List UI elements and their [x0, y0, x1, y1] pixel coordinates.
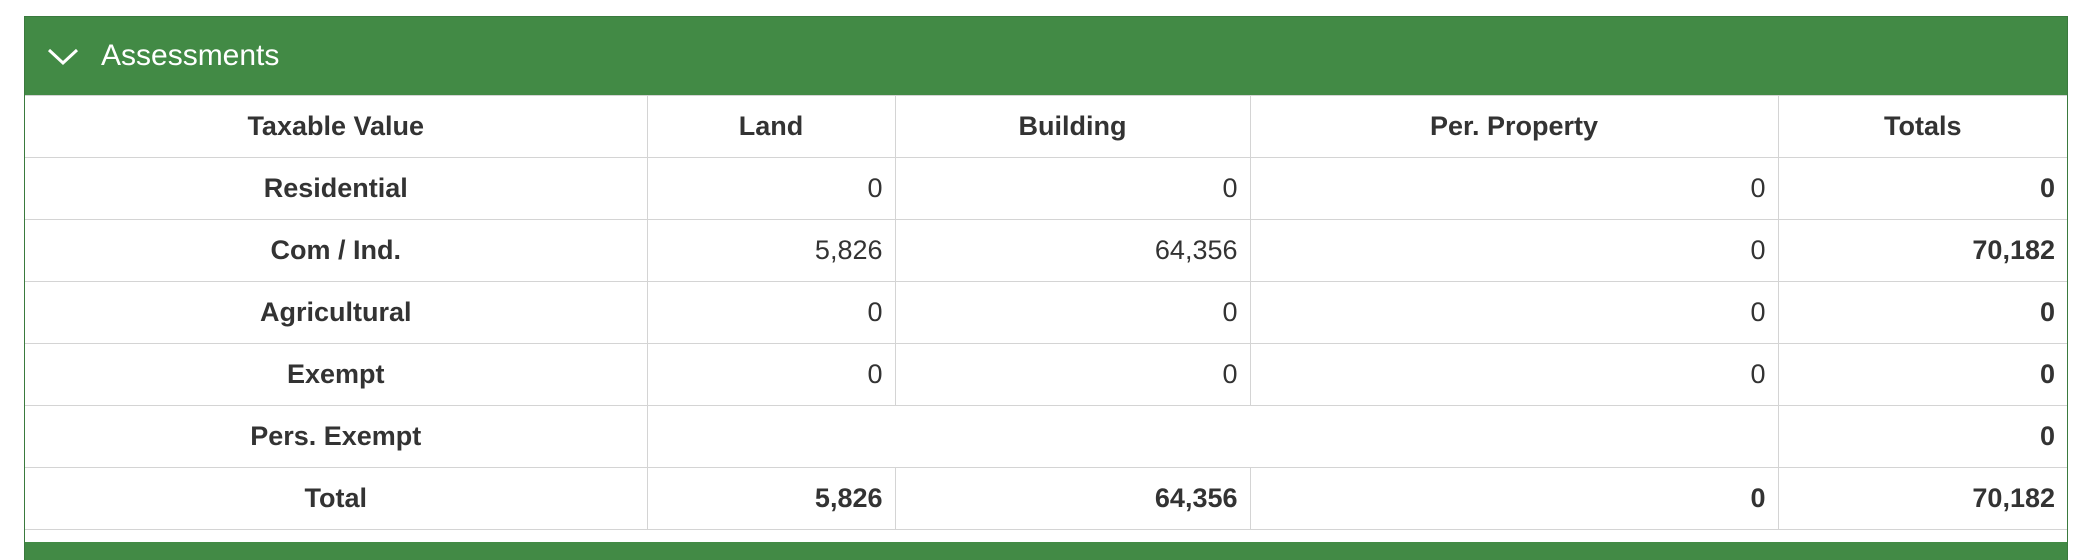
column-header: Totals: [1777, 95, 2067, 158]
cell-value: 0: [646, 157, 896, 220]
column-header: Land: [646, 95, 896, 158]
cell-value: 0: [894, 281, 1251, 344]
cell-value: 5,826: [646, 219, 896, 282]
cell-value: 70,182: [1777, 467, 2067, 530]
cell-value: 64,356: [894, 467, 1251, 530]
assessments-panel: Assessments Taxable Value Land Building Per…: [24, 16, 2068, 560]
row-label: Residential: [25, 157, 648, 220]
cell-value: 0: [1777, 157, 2067, 220]
cell-value: 5,826: [646, 467, 896, 530]
table-row: Com / Ind. 5,826 64,356 0 70,182: [25, 219, 2067, 282]
cell-value: 0: [1249, 467, 1779, 530]
table-row: Residential 0 0 0 0: [25, 157, 2067, 220]
column-header: Taxable Value: [25, 95, 648, 158]
cell-value: 70,182: [1777, 219, 2067, 282]
row-label: Exempt: [25, 343, 648, 406]
row-label: Agricultural: [25, 281, 648, 344]
cell-value: 0: [1777, 405, 2067, 468]
table-row: Agricultural 0 0 0 0: [25, 281, 2067, 344]
cell-value: 0: [894, 343, 1251, 406]
header-row: Taxable Value Land Building Per. Property To…: [25, 95, 2067, 158]
empty-cell: [646, 405, 1779, 468]
cell-value: 0: [1249, 219, 1779, 282]
row-label: Total: [25, 467, 648, 530]
table-row: Pers. Exempt 0: [25, 405, 2067, 468]
cell-value: 64,356: [894, 219, 1251, 282]
cell-value: 0: [1249, 343, 1779, 406]
row-label: Com / Ind.: [25, 219, 648, 282]
table-row: Exempt 0 0 0 0: [25, 343, 2067, 406]
panel-footer-bar: [25, 542, 2067, 560]
table-row: Total 5,826 64,356 0 70,182: [25, 467, 2067, 530]
chevron-icon[interactable]: [45, 44, 81, 68]
cell-value: 0: [1777, 281, 2067, 344]
row-label: Pers. Exempt: [25, 405, 648, 468]
cell-value: 0: [646, 343, 896, 406]
cell-value: 0: [1249, 281, 1779, 344]
cell-value: 0: [646, 281, 896, 344]
cell-value: 0: [1249, 157, 1779, 220]
panel-header[interactable]: Assessments: [25, 17, 2067, 95]
panel-title: Assessments: [101, 39, 280, 72]
column-header: Per. Property: [1249, 95, 1779, 158]
cell-value: 0: [894, 157, 1251, 220]
assessment-table: Taxable Value Land Building Per. Property To…: [25, 95, 2067, 530]
cell-value: 0: [1777, 343, 2067, 406]
column-header: Building: [894, 95, 1251, 158]
